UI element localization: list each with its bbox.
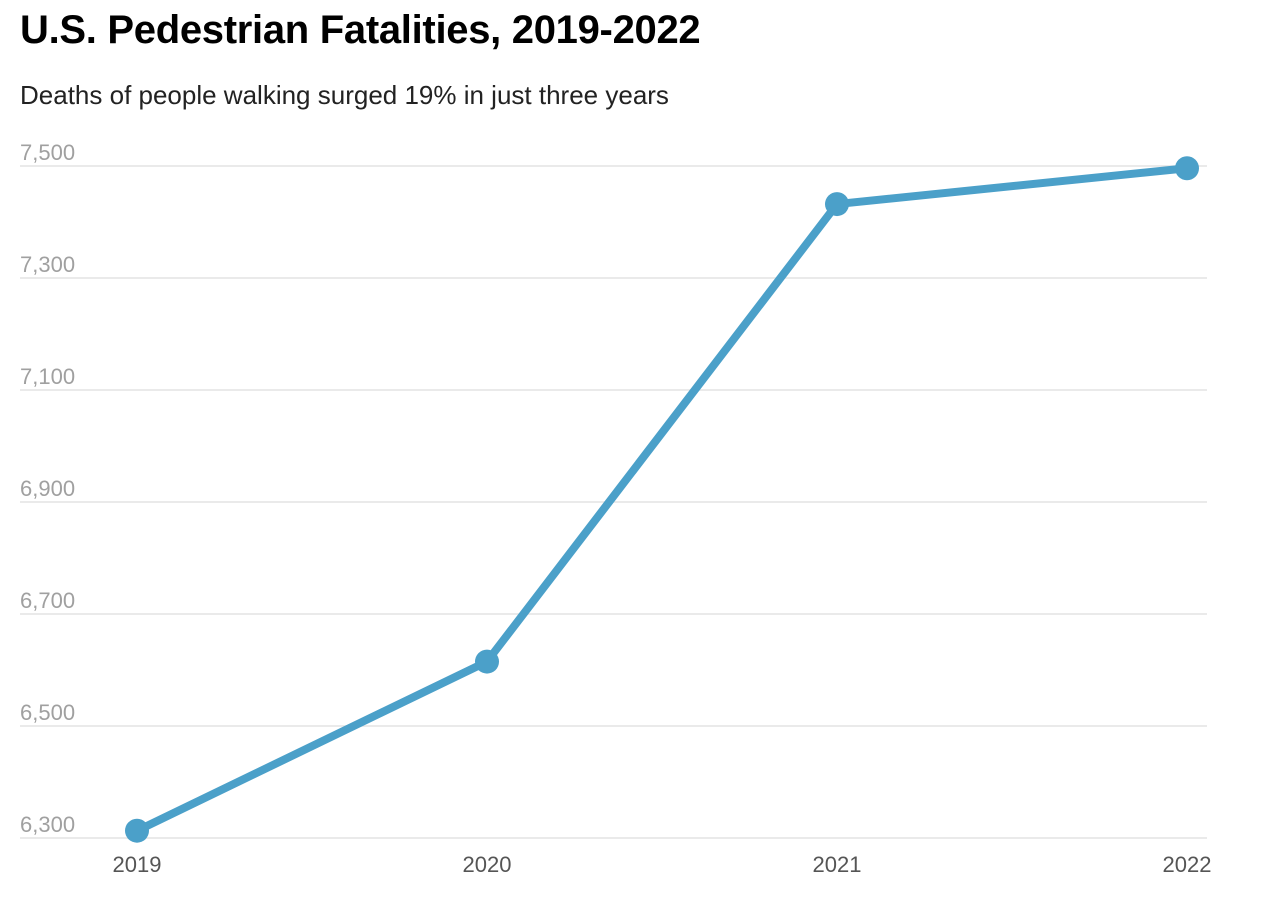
data-point [125, 818, 149, 843]
y-axis-ticks: 6,300 6,500 6,700 6,900 7,100 7,300 7,500 [20, 140, 75, 837]
series-layer [133, 164, 1191, 835]
gridlines [20, 165, 1207, 839]
y-tick-label: 6,900 [20, 476, 75, 501]
y-tick-label: 6,700 [20, 588, 75, 613]
x-tick-label: 2019 [113, 852, 162, 877]
data-point [475, 649, 499, 674]
y-tick-label: 6,500 [20, 700, 75, 725]
data-point [1175, 156, 1199, 181]
data-point [825, 192, 849, 217]
x-axis-ticks: 2019 2020 2021 2022 [113, 852, 1212, 877]
y-tick-label: 7,500 [20, 140, 75, 165]
series-line [133, 164, 1191, 835]
chart-title: U.S. Pedestrian Fatalities, 2019-2022 [20, 8, 701, 52]
x-tick-label: 2022 [1163, 852, 1212, 877]
points-layer [125, 156, 1199, 843]
x-tick-label: 2020 [463, 852, 512, 877]
x-tick-label: 2021 [813, 852, 862, 877]
y-tick-label: 7,100 [20, 364, 75, 389]
chart-subtitle: Deaths of people walking surged 19% in j… [20, 80, 669, 110]
y-tick-label: 7,300 [20, 252, 75, 277]
y-tick-label: 6,300 [20, 812, 75, 837]
